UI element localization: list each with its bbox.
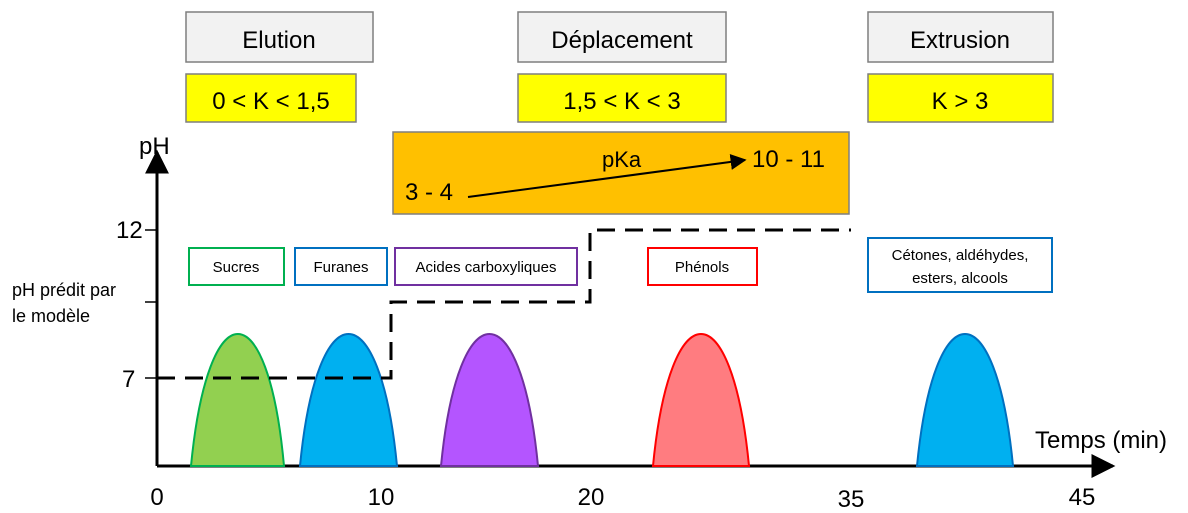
pka-start-label: 3 - 4 bbox=[405, 179, 453, 206]
x-tick-label-10: 10 bbox=[368, 484, 395, 511]
ph-staircase bbox=[157, 228, 851, 380]
phase-elution-label: Elution bbox=[242, 27, 315, 54]
phase-deplacement-label: Déplacement bbox=[551, 27, 693, 54]
pka-box: 3 - 4 pKa 10 - 11 bbox=[392, 131, 850, 215]
pka-end-label: 10 - 11 bbox=[752, 146, 825, 173]
peak-label-sucres: Sucres bbox=[188, 247, 285, 286]
pka-arrow bbox=[467, 153, 747, 198]
x-axis-title: Temps (min) bbox=[1035, 427, 1167, 454]
peaks bbox=[189, 333, 1015, 467]
condition-elution-label: 0 < K < 1,5 bbox=[212, 88, 329, 115]
phase-extrusion: Extrusion bbox=[867, 11, 1054, 63]
phase-elution: Elution bbox=[185, 11, 374, 63]
phase-deplacement: Déplacement bbox=[517, 11, 727, 63]
peak-cetones bbox=[915, 333, 1015, 467]
condition-extrusion: K > 3 bbox=[867, 73, 1054, 123]
peak-label-furanes: Furanes bbox=[294, 247, 388, 286]
peak-furanes bbox=[298, 333, 399, 467]
y-axis-title: pH bbox=[139, 133, 170, 160]
peak-label-cetones-line2: esters, alcools bbox=[912, 270, 1008, 287]
condition-deplacement-label: 1,5 < K < 3 bbox=[563, 88, 680, 115]
y-tick-label-7: 7 bbox=[122, 366, 135, 393]
y-tick-label-12: 12 bbox=[116, 217, 143, 244]
peak-phenols bbox=[651, 333, 751, 467]
peak-label-sucres-text: Sucres bbox=[213, 259, 260, 276]
x-tick-label-20: 20 bbox=[578, 484, 605, 511]
peak-label-cetones: Cétones, aldéhydes, esters, alcools bbox=[867, 237, 1053, 293]
peak-sucres bbox=[189, 333, 286, 467]
condition-elution: 0 < K < 1,5 bbox=[185, 73, 357, 123]
condition-deplacement: 1,5 < K < 3 bbox=[517, 73, 727, 123]
peak-label-furanes-text: Furanes bbox=[313, 259, 368, 276]
phase-extrusion-label: Extrusion bbox=[910, 27, 1010, 54]
y-side-note-line1: pH prédit par bbox=[12, 280, 116, 300]
condition-extrusion-label: K > 3 bbox=[932, 88, 989, 115]
peak-label-acides: Acides carboxyliques bbox=[394, 247, 578, 286]
peak-label-phenols-text: Phénols bbox=[675, 259, 729, 276]
peak-label-cetones-line1: Cétones, aldéhydes, bbox=[892, 247, 1029, 264]
peak-label-phenols: Phénols bbox=[647, 247, 758, 286]
y-side-note-line2: le modèle bbox=[12, 306, 90, 326]
peak-acides-carboxyliques bbox=[439, 333, 540, 467]
pka-label: pKa bbox=[602, 147, 642, 172]
x-tick-label-45: 45 bbox=[1069, 484, 1096, 511]
x-tick-label-0: 0 bbox=[150, 484, 163, 511]
peak-label-acides-text: Acides carboxyliques bbox=[416, 259, 557, 276]
x-tick-label-35: 35 bbox=[838, 486, 865, 513]
